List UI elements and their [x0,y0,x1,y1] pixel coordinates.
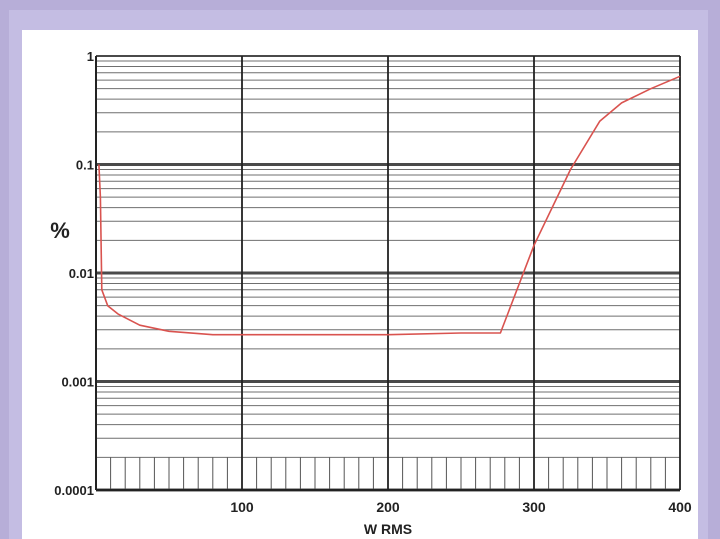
x-tick-label: 100 [230,499,254,515]
series-line [98,75,681,336]
y-tick-label: 0.01 [69,266,94,281]
y-tick-label: 0.0001 [54,483,94,498]
x-tick-label: 400 [668,499,692,515]
y-tick-label: 1 [87,49,94,64]
x-tick-label: 200 [376,499,400,515]
x-tick-label: 300 [522,499,546,515]
chart-panel [22,30,698,539]
y-tick-label: 0.001 [61,375,94,390]
x-axis-label: W RMS [364,521,412,537]
y-axis-label: % [50,218,70,243]
x-tick-labels: 100 200 300 400 [230,499,692,515]
y-tick-labels: 1 0.1 0.01 0.001 0.0001 [54,49,94,498]
series-layer [98,75,681,336]
y-tick-label: 0.1 [76,158,94,173]
major-gridlines [95,55,681,492]
